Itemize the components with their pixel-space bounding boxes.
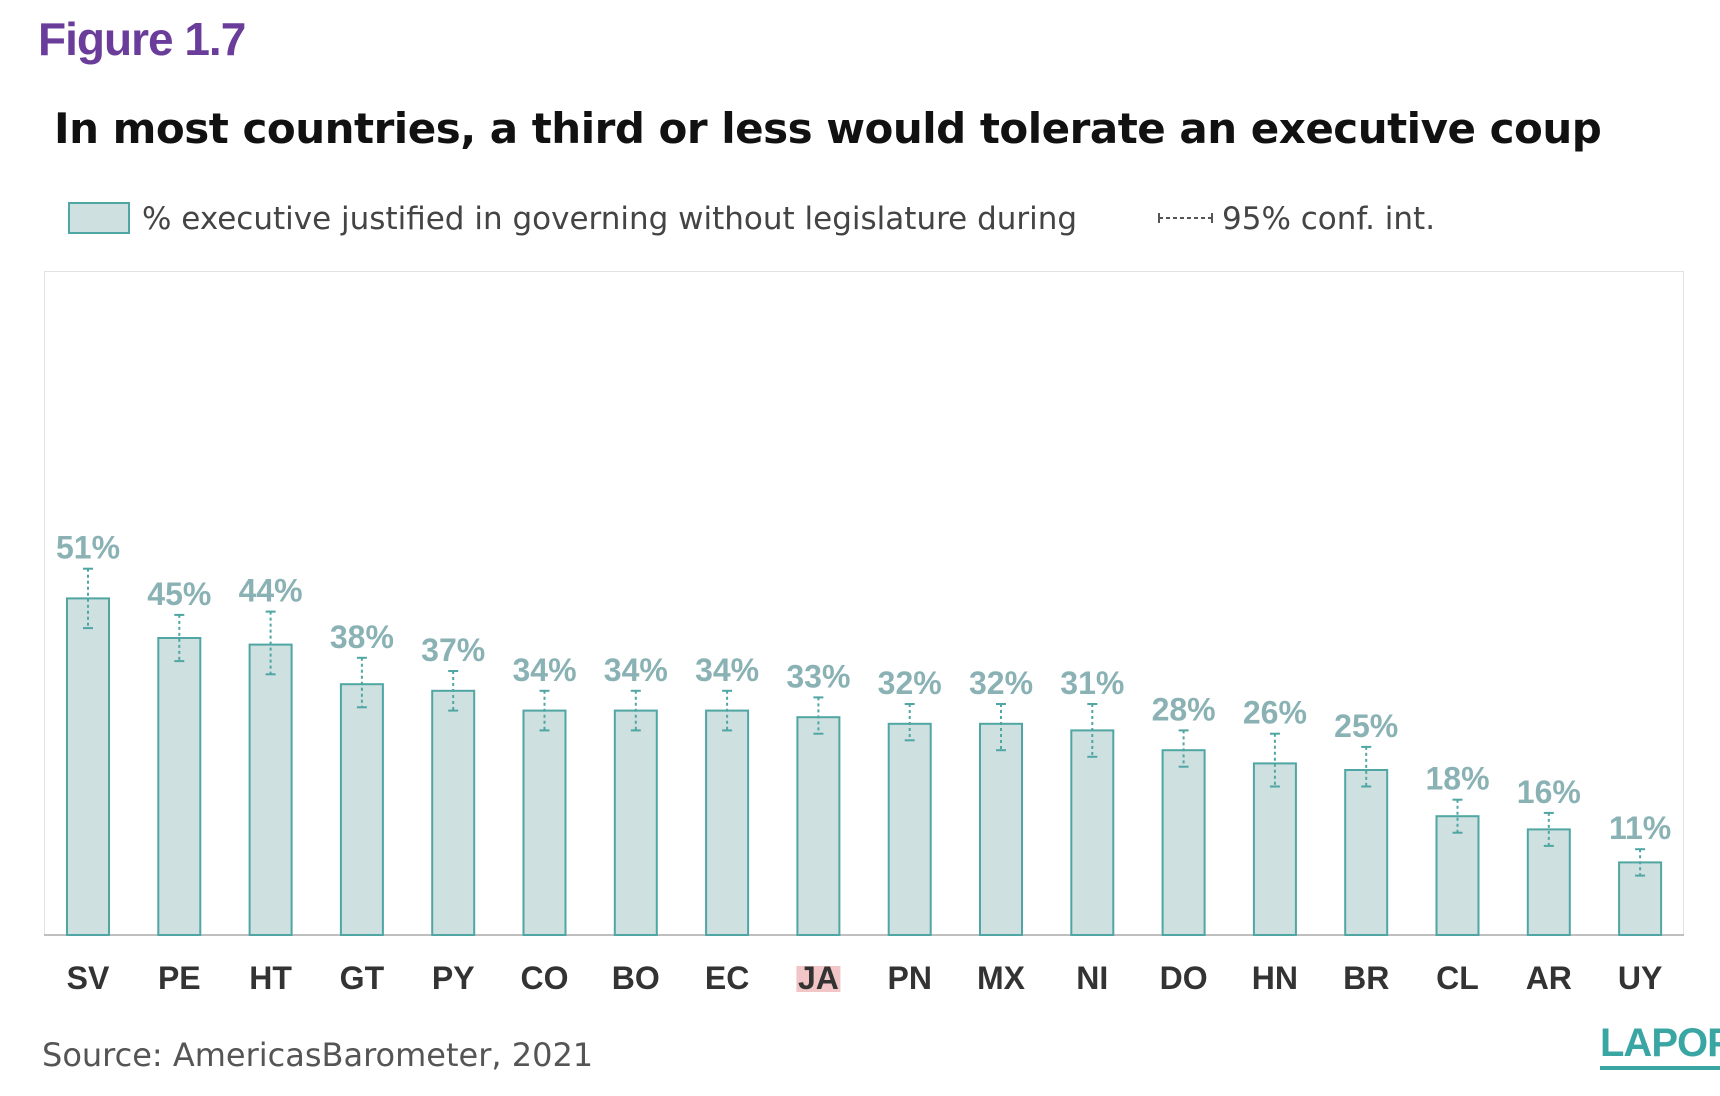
bar-br — [1344, 769, 1389, 936]
value-label-br: 25% — [1334, 708, 1398, 744]
category-label-mx: MX — [977, 960, 1026, 996]
value-label-uy: 11% — [1609, 810, 1671, 846]
category-label-ht: HT — [249, 960, 292, 996]
legend-bar-swatch — [68, 202, 130, 234]
legend-bar-label: % executive justified in governing witho… — [142, 201, 1078, 237]
bar-mx — [979, 722, 1023, 936]
value-label-bo: 34% — [604, 652, 668, 688]
bar-py — [431, 689, 476, 936]
value-label-pe: 45% — [147, 576, 211, 612]
value-label-hn: 26% — [1243, 695, 1307, 731]
lapop-logo: LAPOP — [1600, 1020, 1720, 1070]
category-label-do: DO — [1160, 960, 1208, 996]
bar-sv — [66, 597, 110, 937]
bar-pe — [157, 637, 202, 936]
bar-pn — [887, 722, 932, 936]
value-label-ja: 33% — [786, 658, 850, 694]
chart-title: In most countries, a third or less would… — [54, 104, 1602, 153]
category-label-pn: PN — [887, 960, 931, 996]
bar-hn — [1252, 762, 1297, 937]
category-label-pe: PE — [158, 960, 201, 996]
bar-bo — [613, 709, 658, 936]
category-label-ni: NI — [1076, 960, 1108, 996]
category-label-ja: JA — [798, 960, 839, 996]
value-label-co: 34% — [512, 652, 576, 688]
value-label-do: 28% — [1152, 691, 1216, 727]
category-label-bo: BO — [612, 960, 660, 996]
bar-do — [1161, 749, 1206, 937]
category-highlight-ja — [796, 966, 841, 992]
category-label-ec: EC — [705, 960, 749, 996]
bar-gt — [339, 683, 384, 937]
bar-cl — [1435, 815, 1480, 937]
category-label-hn: HN — [1252, 960, 1298, 996]
value-label-ni: 31% — [1060, 665, 1124, 701]
value-label-ec: 34% — [695, 652, 759, 688]
value-label-ht: 44% — [239, 573, 303, 609]
bar-ec — [705, 709, 750, 936]
value-label-gt: 38% — [330, 619, 394, 655]
bar-co — [522, 709, 567, 936]
value-label-cl: 18% — [1425, 761, 1489, 797]
bar-ja — [796, 716, 841, 937]
bar-ar — [1526, 828, 1571, 937]
value-label-sv: 51% — [56, 530, 120, 566]
bar-chart: 51% SV 45% PE 44% HT 38% GT 37% PY 34% CO 34% BO 34% EC… — [44, 530, 1684, 996]
category-label-gt: GT — [340, 960, 385, 996]
legend-ci-label: 95% conf. int. — [1222, 201, 1436, 237]
source-note: Source: AmericasBarometer, 2021 — [42, 1036, 594, 1074]
category-label-cl: CL — [1436, 960, 1479, 996]
value-label-py: 37% — [421, 632, 485, 668]
value-label-ar: 16% — [1517, 774, 1581, 810]
figure-label: Figure 1.7 — [38, 13, 246, 65]
category-label-sv: SV — [67, 960, 110, 996]
legend-ci-icon — [1158, 213, 1213, 223]
category-label-uy: UY — [1618, 960, 1662, 996]
value-label-pn: 32% — [878, 665, 942, 701]
category-label-ar: AR — [1526, 960, 1572, 996]
bar-ni — [1070, 729, 1115, 937]
value-label-mx: 32% — [969, 665, 1033, 701]
bar-ht — [248, 643, 293, 936]
category-label-py: PY — [432, 960, 475, 996]
category-label-co: CO — [521, 960, 569, 996]
category-label-br: BR — [1343, 960, 1389, 996]
